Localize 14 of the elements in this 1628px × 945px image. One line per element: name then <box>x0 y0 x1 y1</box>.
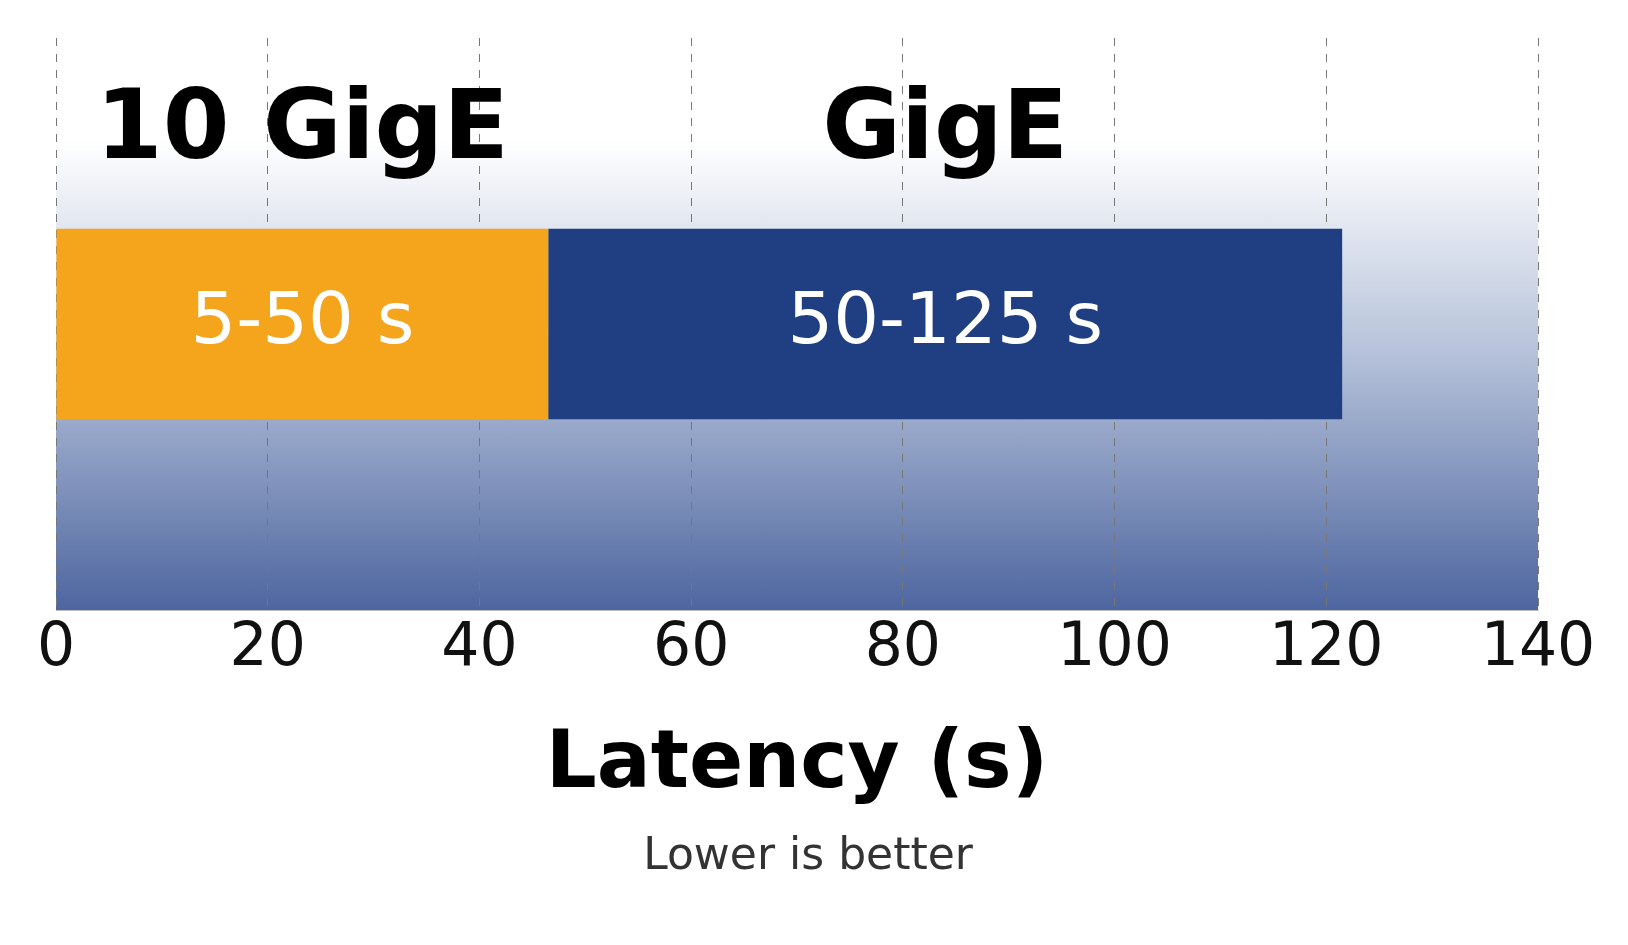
data-label: 5-50 s <box>190 275 415 360</box>
x-tick-label: 0 <box>36 608 76 679</box>
x-tick-label: 20 <box>229 608 306 679</box>
series-label: 10 GigE <box>95 69 509 182</box>
x-tick-label: 120 <box>1269 608 1384 679</box>
text: Lower is better <box>642 828 974 879</box>
x-tick-label: 100 <box>1057 608 1172 679</box>
data-label: 50-125 s <box>787 275 1103 360</box>
series-label: GigE <box>822 69 1069 182</box>
x-tick-label: 140 <box>1480 608 1596 679</box>
x-tick-label: 60 <box>652 608 730 679</box>
x-axis-title: Latency (s) <box>545 712 1049 806</box>
x-tick-label: 40 <box>441 608 518 679</box>
x-tick-label: 80 <box>864 608 942 679</box>
